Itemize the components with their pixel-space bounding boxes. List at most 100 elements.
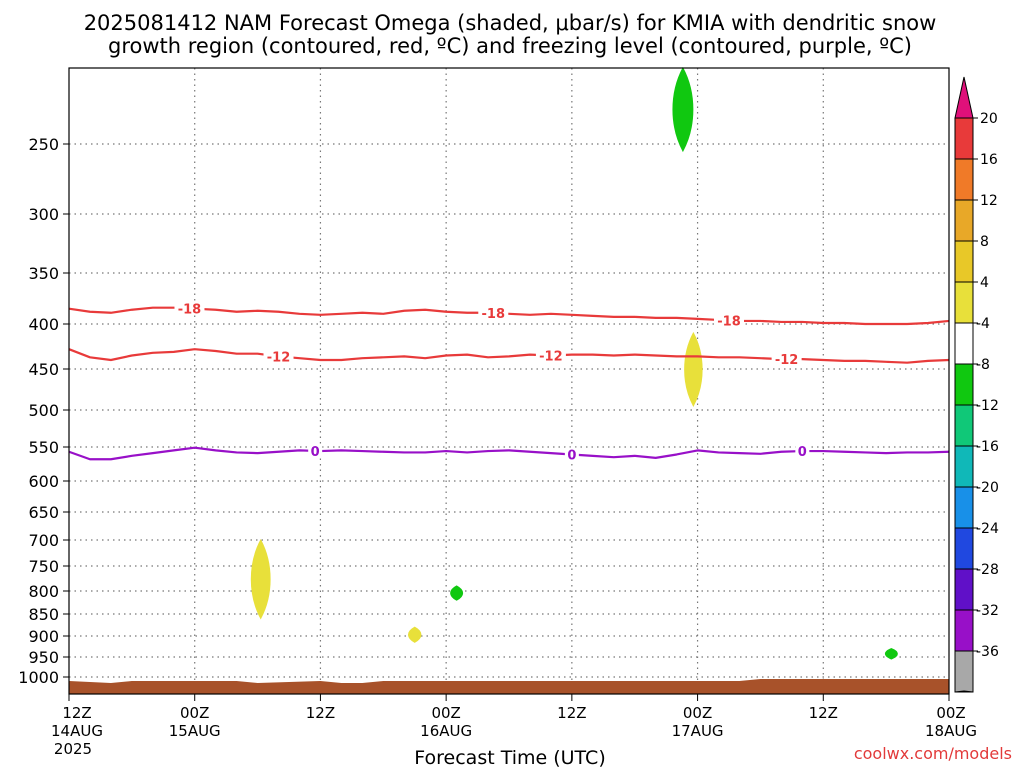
omega-shaded-regions [250,66,898,660]
colorbar-legend: 20 16 12 8 4 -4 -8 -12 -16 -20 -24 -28 -32 -36 [954,76,999,693]
y-tick-label: 550 [28,438,59,457]
grid-lines [69,68,949,694]
colorbar-label: -8 [976,357,990,373]
y-tick-label: 850 [28,605,59,624]
colorbar-segment [954,404,974,447]
contour-label-bg [795,444,810,459]
x-axis-title: Forecast Time (UTC) [414,747,605,768]
x-tick-label-time: 12Z [557,704,586,722]
contour-label-bg [564,447,579,462]
colorbar-label: -12 [976,398,999,414]
x-tick-label-time: 00Z [683,704,712,722]
y-tick-label: 900 [28,627,59,646]
colorbar-label: -32 [976,603,999,619]
y-tick-label: 450 [28,360,59,379]
y-tick-label: 400 [28,315,59,334]
plot-area: -18 -18 -18 -12 -12 -12 0 0 0 [68,66,950,695]
y-tick-label: 1000 [18,668,59,687]
colorbar-segment [954,281,974,324]
y-tick-label: 300 [28,205,59,224]
y-tick-label: 950 [28,648,59,667]
y-tick-label: 500 [28,401,59,420]
x-tick-label-year: 2025 [54,740,92,758]
temperature-contours: -18 -18 -18 -12 -12 -12 0 0 0 [68,301,950,463]
contour-line [68,306,950,326]
omega-shaded-region [450,585,464,601]
x-tick-label-date: 15AUG [169,722,221,740]
colorbar-segment [954,527,974,570]
colorbar-label: -28 [976,562,999,578]
contour-label: 0 [567,448,576,463]
omega-shaded-region [684,331,703,407]
colorbar-segment [954,322,974,365]
y-tick-label: 250 [28,135,59,154]
x-tick-label-date: 18AUG [925,722,977,740]
contour-label-bg [535,348,566,363]
terrain-fill [69,679,949,694]
colorbar-under-triangle [954,690,974,693]
y-tick-label: 350 [28,264,59,283]
colorbar-segment [954,158,974,201]
y-tick-label: 650 [28,503,59,522]
contour-label: -12 [267,350,291,365]
contour-label-bg [308,443,323,458]
contour-label-bg [174,301,205,316]
omega-shaded-region [884,648,898,660]
colorbar-label: 16 [980,152,998,168]
chart-title-line1: 2025081412 NAM Forecast Omega (shaded, μ… [84,11,937,35]
y-tick-label: 700 [28,531,59,550]
contour-label-bg [263,349,294,364]
x-tick-label-time: 12Z [306,704,335,722]
y-tick-label: 800 [28,582,59,601]
contour-label: -18 [482,307,506,322]
colorbar-label: 12 [980,193,998,209]
colorbar-segment [954,650,974,693]
colorbar-label: 4 [980,275,989,291]
colorbar-segment [954,117,974,160]
y-axis-pressure: 250 300 350 400 450 500 550 600 650 700 750 800 850 9… [18,135,69,687]
x-tick-label-date: 17AUG [672,722,724,740]
contour-label: -12 [775,353,799,368]
contour-label-bg [714,313,744,328]
contour-label: -12 [539,350,563,365]
chart-title-line2: growth region (contoured, red, ºC) and f… [108,34,912,58]
omega-shaded-region [407,626,422,643]
terrain-band [69,679,949,694]
colorbar-label: -24 [976,521,999,537]
plot-frame [68,67,950,695]
contour-label: 0 [798,445,807,460]
colorbar-segment [954,609,974,652]
colorbar-segment [954,445,974,488]
contour-line [68,348,950,364]
x-tick-label-date: 16AUG [420,722,472,740]
x-tick-label-date: 14AUG [51,722,103,740]
colorbar-segment [954,486,974,529]
contour-label-bg [771,352,802,367]
contour-label-bg [478,306,509,321]
x-tick-label-time: 00Z [180,704,209,722]
credit-text: coolwx.com/models [854,744,1012,763]
x-tick-label-time: 12Z [62,704,91,722]
colorbar-label: -4 [976,316,990,332]
omega-shaded-region [250,538,271,620]
colorbar-segment [954,363,974,406]
colorbar-label: -36 [976,644,999,660]
contour-label: -18 [178,302,202,317]
colorbar-label: -20 [976,480,999,496]
plot-background [69,68,949,694]
colorbar-segment [954,568,974,611]
colorbar-label: 20 [980,111,998,127]
contour-label: -18 [717,314,741,329]
colorbar-segment [954,199,974,242]
contour-label: 0 [311,445,320,460]
y-tick-label: 600 [28,472,59,491]
colorbar-label: -16 [976,439,999,455]
x-tick-label-time: 00Z [431,704,460,722]
colorbar-over-triangle [954,76,974,119]
omega-shaded-region [672,66,694,153]
x-tick-label-time: 12Z [809,704,838,722]
y-tick-label: 750 [28,557,59,576]
colorbar-segment [954,240,974,283]
